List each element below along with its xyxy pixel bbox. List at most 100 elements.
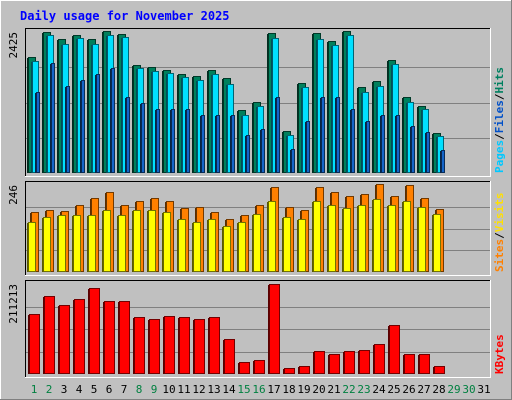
- x-tick-day-28: 28: [432, 383, 445, 396]
- bar-shadow: [178, 318, 180, 374]
- bar-shadow: [88, 289, 90, 374]
- bar-kbytes-1: [29, 314, 40, 374]
- bar-shadow: [290, 150, 292, 173]
- bar-kbytes-12: [194, 319, 205, 374]
- bar-sites-15: [238, 222, 246, 272]
- bar-shadow: [103, 302, 105, 374]
- bar-shadow: [43, 297, 45, 374]
- bar-shadow: [406, 103, 408, 173]
- x-tick-day-24: 24: [372, 383, 386, 396]
- bar-shadow: [102, 32, 104, 173]
- x-tick-day-30: 30: [462, 383, 475, 396]
- bar-shadow: [211, 75, 213, 173]
- bar-shadow: [147, 68, 149, 173]
- bar-shadow: [373, 345, 375, 374]
- x-tick-day-2: 2: [46, 383, 53, 396]
- bar-shadow: [305, 122, 307, 173]
- x-tick-day-27: 27: [417, 383, 430, 396]
- bar-shadow: [76, 39, 78, 173]
- bar-pages-6: [111, 68, 115, 173]
- bar-shadow: [57, 216, 59, 272]
- x-tick-day-7: 7: [121, 383, 128, 396]
- bar-shadow: [361, 93, 363, 173]
- bar-shadow: [260, 130, 262, 173]
- legend-files: Files: [493, 100, 506, 133]
- bar-shadow: [376, 87, 378, 173]
- bar-shadow: [350, 110, 352, 173]
- bar-shadow: [133, 318, 135, 374]
- bar-sites-16: [253, 214, 261, 272]
- bar-shadow: [357, 88, 359, 173]
- bar-shadow: [343, 352, 345, 374]
- bar-shadow: [425, 133, 427, 173]
- bar-shadow: [28, 315, 30, 374]
- bar-shadow: [237, 223, 239, 272]
- bar-sites-8: [133, 210, 141, 272]
- bar-shadow: [313, 352, 315, 374]
- bar-kbytes-24: [374, 344, 385, 374]
- x-tick-day-16: 16: [252, 383, 265, 396]
- bar-sites-25: [388, 205, 396, 272]
- bar-shadow: [328, 355, 330, 374]
- bar-shadow: [181, 78, 183, 173]
- bar-shadow: [241, 116, 243, 173]
- bar-shadow: [226, 85, 228, 173]
- bar-pages-9: [156, 109, 160, 173]
- bar-shadow: [421, 110, 423, 173]
- legend-hits: Hits: [493, 67, 506, 94]
- x-tick-day-13: 13: [207, 383, 220, 396]
- bar-shadow: [380, 116, 382, 173]
- bar-sites-2: [43, 217, 51, 272]
- series-legend: Pages/Files/Hits: [493, 67, 506, 173]
- legend-pages: Pages: [493, 140, 506, 173]
- x-tick-day-19: 19: [297, 383, 310, 396]
- bar-kbytes-5: [89, 288, 100, 374]
- bar-shadow: [267, 34, 269, 173]
- bar-shadow: [61, 45, 63, 173]
- bar-shadow: [222, 79, 224, 173]
- bar-pages-27: [426, 132, 430, 173]
- bar-sites-6: [103, 210, 111, 272]
- bar-shadow: [42, 33, 44, 173]
- bar-kbytes-17: [269, 284, 280, 374]
- bar-kbytes-19: [299, 366, 310, 374]
- bar-shadow: [200, 116, 202, 173]
- bar-shadow: [155, 110, 157, 173]
- bar-pages-4: [81, 80, 85, 173]
- bar-sites-10: [163, 212, 171, 272]
- bar-shadow: [192, 77, 194, 173]
- bar-shadow: [297, 220, 299, 272]
- bar-kbytes-9: [149, 319, 160, 374]
- bar-shadow: [245, 136, 247, 173]
- bar-pages-12: [201, 115, 205, 173]
- bar-shadow: [346, 36, 348, 173]
- bar-shadow: [193, 320, 195, 374]
- bar-shadow: [162, 213, 164, 272]
- bar-shadow: [148, 320, 150, 374]
- bar-shadow: [27, 58, 29, 173]
- bar-shadow: [72, 36, 74, 173]
- bar-shadow: [312, 202, 314, 272]
- bar-shadow: [223, 340, 225, 374]
- bar-shadow: [268, 285, 270, 374]
- bar-shadow: [46, 36, 48, 173]
- bar-shadow: [58, 306, 60, 374]
- bar-kbytes-28: [434, 366, 445, 374]
- bar-sites-20: [313, 201, 321, 272]
- panel-visits-sites: 246 Sites/Visits: [7, 181, 506, 276]
- x-tick-day-10: 10: [162, 383, 175, 396]
- x-tick-day-1: 1: [31, 383, 38, 396]
- bar-kbytes-13: [209, 317, 220, 374]
- bar-shadow: [316, 40, 318, 173]
- x-tick-day-20: 20: [312, 383, 325, 396]
- bar-pages-11: [186, 109, 190, 173]
- bar-shadow: [327, 206, 329, 272]
- y-max-label: 246: [7, 185, 20, 205]
- bar-kbytes-2: [44, 296, 55, 374]
- bar-pages-24: [381, 115, 385, 173]
- bar-pages-22: [351, 109, 355, 173]
- bar-shadow: [166, 74, 168, 173]
- bar-kbytes-8: [134, 317, 145, 374]
- bar-sites-21: [328, 205, 336, 272]
